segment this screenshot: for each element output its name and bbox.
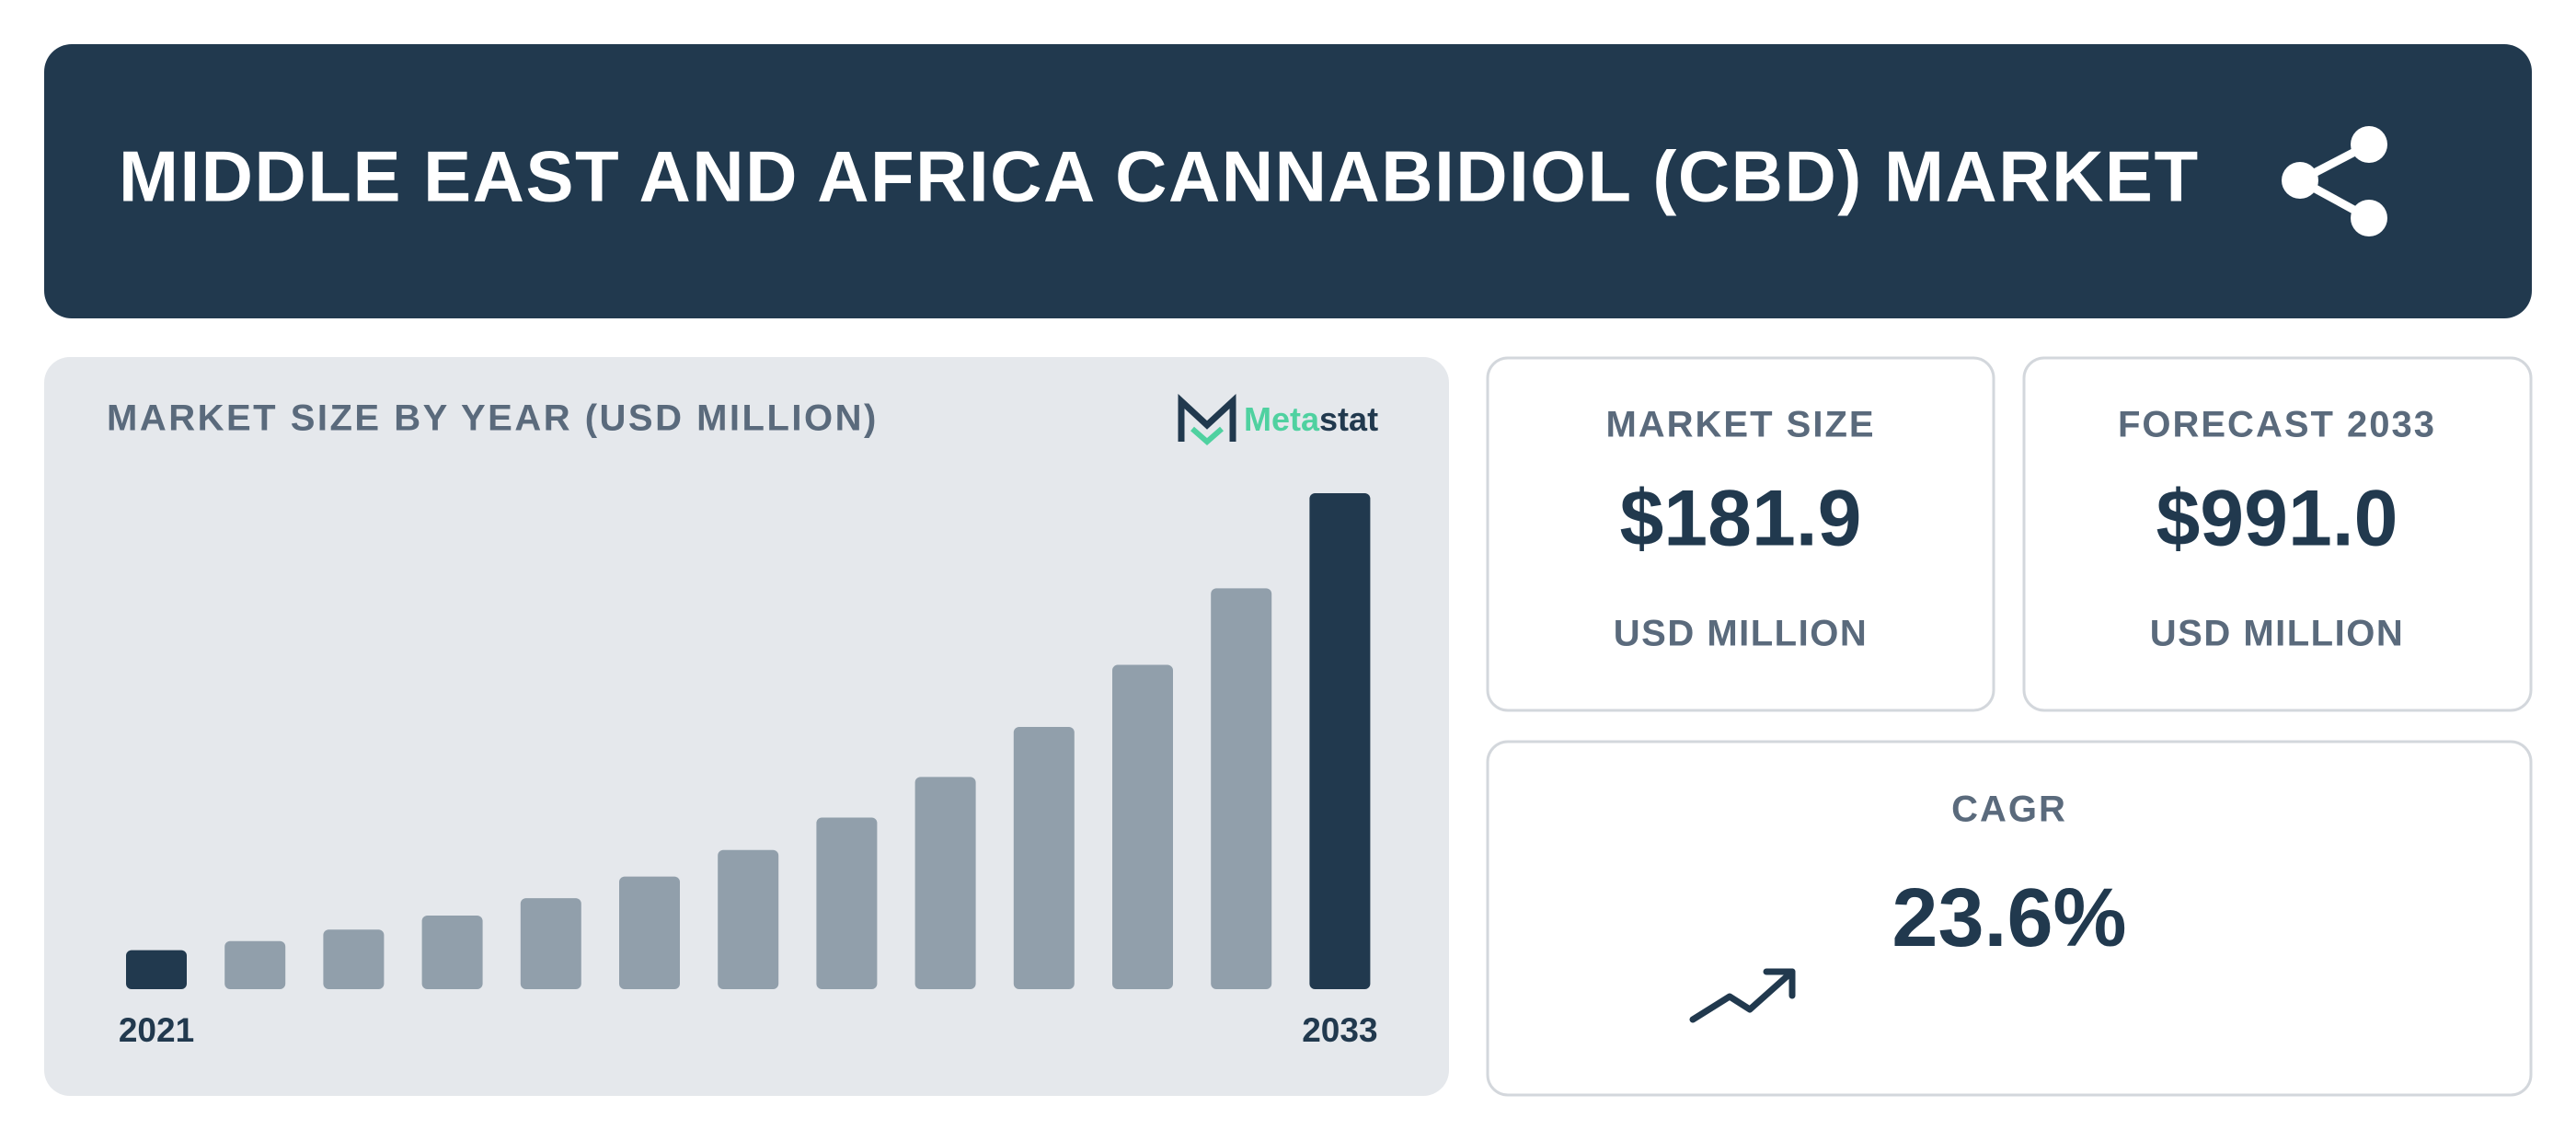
share-icon[interactable]	[2282, 126, 2387, 236]
header-bar	[44, 44, 2532, 318]
bar	[1013, 726, 1075, 989]
bar	[1309, 493, 1371, 989]
brand-part: stat	[1319, 400, 1378, 438]
bar	[619, 876, 680, 989]
chart-panel	[44, 357, 1449, 1096]
bar-chart: 2021 2033	[119, 493, 1378, 1049]
bar	[421, 916, 483, 989]
x-tick-label: 2033	[1302, 1011, 1377, 1049]
bar	[126, 950, 187, 989]
stat-card	[1486, 356, 1995, 712]
brand-name: Metastat	[1244, 400, 1378, 438]
bar	[1211, 588, 1272, 989]
bar	[1112, 664, 1173, 989]
brand-part: Meta	[1244, 400, 1320, 438]
bar	[816, 817, 878, 989]
card-label: FORECAST 2033	[2118, 405, 2436, 445]
card-value: $181.9	[1619, 475, 1861, 563]
card-unit: USD MILLION	[1614, 614, 1868, 654]
x-tick-label: 2021	[119, 1011, 194, 1049]
bar	[520, 898, 581, 989]
chart-title: MARKET SIZE BY YEAR (USD MILLION)	[107, 398, 879, 439]
stat-card	[2022, 356, 2533, 712]
brand-logo: Metastat	[1178, 393, 1378, 445]
card-value: $991.0	[2156, 475, 2398, 563]
card-label: MARKET SIZE	[1605, 405, 1875, 445]
card-unit: USD MILLION	[2150, 614, 2404, 654]
bar	[718, 849, 779, 989]
card-label: CAGR	[1951, 789, 2067, 830]
bar	[914, 777, 976, 989]
bar	[224, 940, 286, 989]
bar	[323, 929, 385, 989]
trend-arrow-icon	[1689, 968, 1796, 1023]
header-title: MIDDLE EAST AND AFRICA CANNABIDIOL (CBD)…	[119, 136, 2200, 217]
card-value: 23.6%	[1892, 872, 2126, 964]
